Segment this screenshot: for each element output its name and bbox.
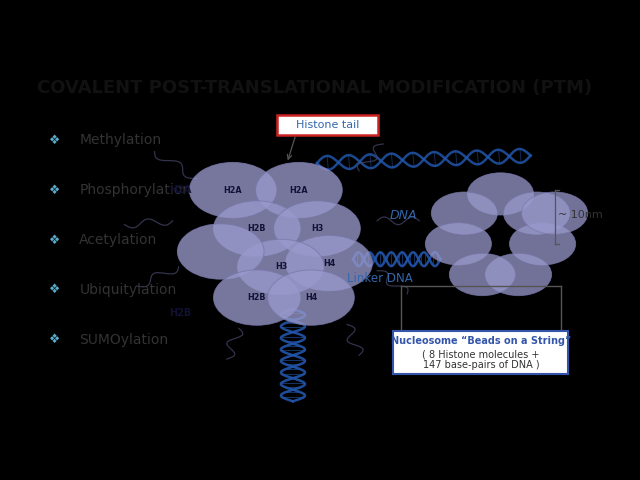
Circle shape bbox=[431, 192, 497, 234]
Text: H2A: H2A bbox=[170, 185, 192, 195]
Text: H2B: H2B bbox=[248, 293, 266, 302]
Text: H4: H4 bbox=[323, 259, 335, 267]
Circle shape bbox=[268, 270, 355, 325]
Text: Methylation: Methylation bbox=[79, 133, 161, 147]
Text: ❖: ❖ bbox=[49, 233, 61, 247]
Circle shape bbox=[214, 270, 300, 325]
Text: ~ 10nm: ~ 10nm bbox=[557, 210, 602, 220]
Text: Ubiquitylation: Ubiquitylation bbox=[79, 283, 177, 297]
Circle shape bbox=[274, 201, 360, 256]
FancyBboxPatch shape bbox=[394, 331, 568, 373]
Circle shape bbox=[486, 253, 552, 296]
Text: H4: H4 bbox=[305, 293, 317, 302]
Circle shape bbox=[425, 223, 492, 265]
Text: ❖: ❖ bbox=[49, 133, 61, 147]
Text: H3: H3 bbox=[275, 263, 287, 271]
Text: DNA: DNA bbox=[389, 208, 417, 222]
Circle shape bbox=[255, 162, 342, 218]
Circle shape bbox=[449, 253, 515, 296]
Circle shape bbox=[214, 201, 300, 256]
Text: ❖: ❖ bbox=[49, 183, 61, 197]
Text: ( 8 Histone molecules +: ( 8 Histone molecules + bbox=[422, 349, 540, 360]
Text: Linker DNA: Linker DNA bbox=[347, 272, 413, 285]
Circle shape bbox=[509, 223, 576, 265]
Text: H2B: H2B bbox=[248, 224, 266, 233]
Text: COVALENT POST-TRANSLATIONAL MODIFICATION (PTM): COVALENT POST-TRANSLATIONAL MODIFICATION… bbox=[37, 79, 593, 96]
Text: ❖: ❖ bbox=[49, 333, 61, 347]
Text: H3: H3 bbox=[311, 224, 323, 233]
Text: Phosphorylation: Phosphorylation bbox=[79, 183, 191, 197]
Text: 147 base-pairs of DNA ): 147 base-pairs of DNA ) bbox=[422, 360, 540, 370]
Text: H2B: H2B bbox=[170, 308, 192, 318]
Text: Nucleosome “Beads on a String”: Nucleosome “Beads on a String” bbox=[391, 336, 571, 346]
Text: Acetylation: Acetylation bbox=[79, 233, 157, 247]
Circle shape bbox=[285, 235, 372, 291]
Text: H2A: H2A bbox=[223, 186, 242, 194]
Text: H2A: H2A bbox=[290, 186, 308, 194]
Circle shape bbox=[522, 192, 588, 234]
Text: SUMOylation: SUMOylation bbox=[79, 333, 168, 347]
Text: Histone tail: Histone tail bbox=[296, 120, 359, 130]
Circle shape bbox=[189, 162, 276, 218]
Circle shape bbox=[177, 224, 264, 279]
Circle shape bbox=[467, 173, 534, 215]
Text: ❖: ❖ bbox=[49, 283, 61, 297]
FancyBboxPatch shape bbox=[276, 115, 378, 135]
Circle shape bbox=[237, 239, 324, 295]
Circle shape bbox=[504, 192, 570, 234]
